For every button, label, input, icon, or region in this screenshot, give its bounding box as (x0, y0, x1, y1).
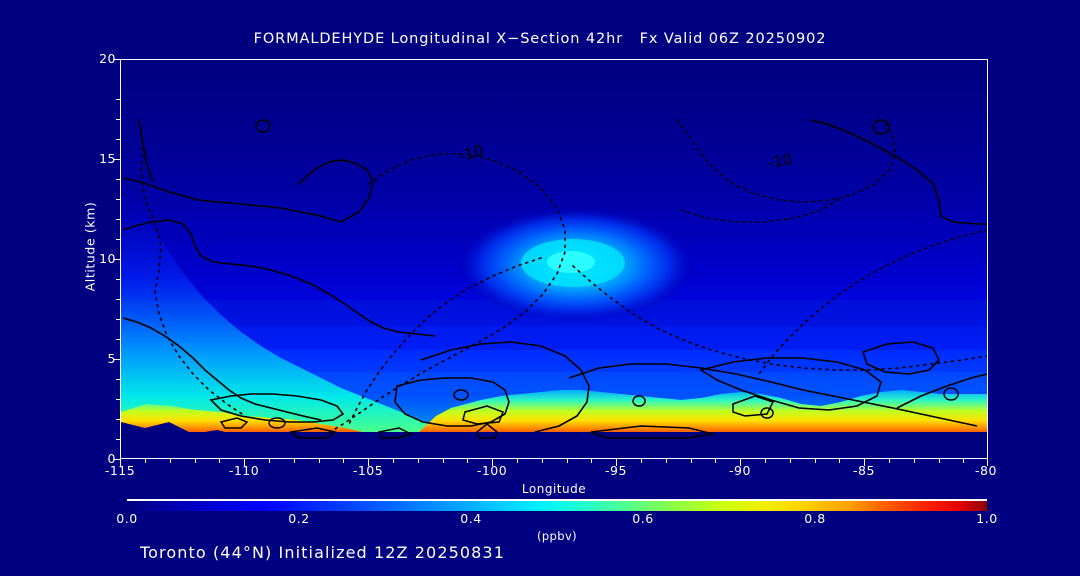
y-tick-20: 20 (99, 51, 116, 66)
upper-anomaly-peak (547, 251, 595, 273)
x-tick--110: -110 (228, 463, 260, 478)
y-tick-15: 15 (99, 151, 116, 166)
cb-tick-0: 0.0 (116, 511, 138, 526)
colorbar[interactable] (127, 499, 987, 511)
cb-tick-0.6: 0.6 (632, 511, 654, 526)
isotherm-label-minus10-east: -10 (767, 150, 794, 172)
y-axis-ticks: 20 15 10 5 0 (78, 51, 116, 466)
chart-title: FORMALDEHYDE Longitudinal X−Section 42hr… (253, 31, 827, 47)
x-tick--105: -105 (352, 463, 384, 478)
colorbar-units: (ppbv) (536, 529, 578, 543)
x-tick--90: -90 (729, 463, 751, 478)
y-tick-0: 0 (107, 451, 116, 466)
cb-tick-1.0: 1.0 (976, 511, 998, 526)
x-tick--85: -85 (853, 463, 875, 478)
cb-tick-0.2: 0.2 (288, 511, 310, 526)
figure-caption: Toronto (44°N) Initialized 12Z 20250831 (140, 543, 505, 562)
y-tick-5: 5 (107, 351, 116, 366)
x-tick--115: -115 (104, 463, 136, 478)
x-axis-labels: -115 -110 -105 -100 -95 -90 -85 -80 (105, 463, 997, 483)
terrain-base (121, 432, 987, 458)
bl-cells (219, 119, 959, 439)
x-tick--95: -95 (605, 463, 627, 478)
y-axis-label: Altitude (km) (82, 201, 98, 292)
cb-tick-0.4: 0.4 (460, 511, 482, 526)
cross-section-field: -10 -10 (121, 60, 987, 458)
cb-tick-0.8: 0.8 (804, 511, 826, 526)
x-axis-label: Longitude (521, 482, 587, 496)
x-tick--80: -80 (975, 463, 997, 478)
isotherm-contours (138, 119, 987, 435)
colorbar-ticks: 0.0 0.2 0.4 0.6 0.8 1.0 (116, 511, 997, 531)
y-tick-10: 10 (99, 251, 116, 266)
x-tick--100: -100 (476, 463, 508, 478)
humidity-contours (122, 119, 987, 433)
plot-area[interactable]: -10 -10 (120, 59, 988, 459)
